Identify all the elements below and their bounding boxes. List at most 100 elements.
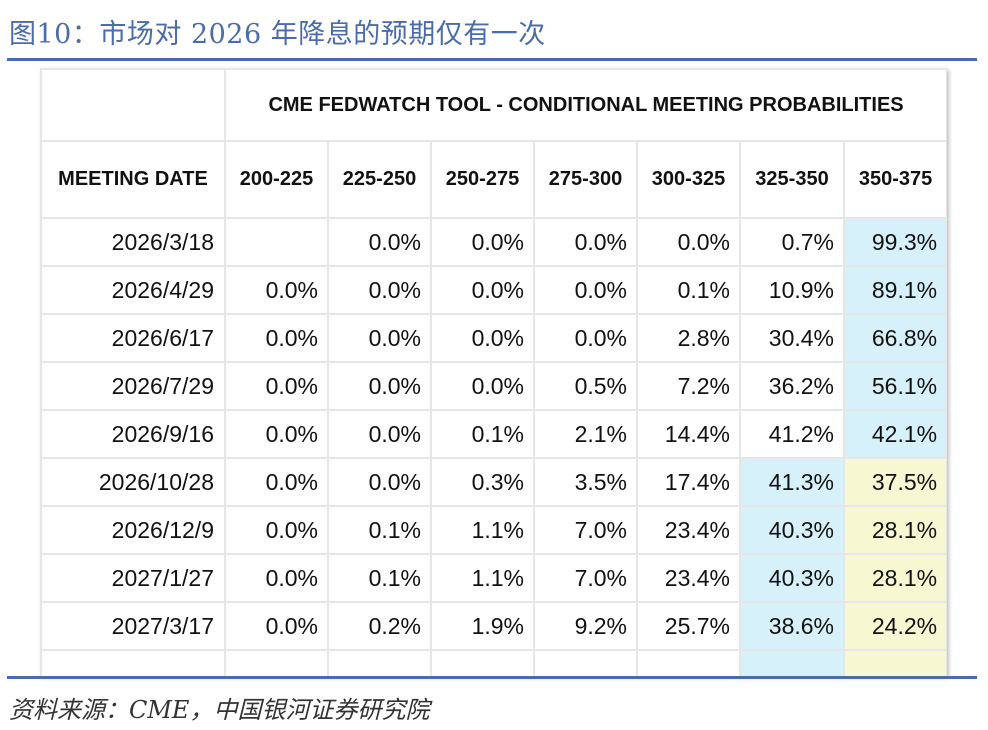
rate-range-header: 325-350	[739, 140, 845, 219]
probability-cell: 0.0%	[430, 361, 535, 411]
rate-range-header: 200-225	[224, 140, 329, 219]
probability-cell: 0.0%	[224, 505, 329, 555]
probability-cell: 0.0%	[327, 457, 432, 507]
meeting-date-cell: 2026/4/29	[40, 265, 226, 315]
probability-cell	[327, 649, 432, 676]
header-row: MEETING DATE 200-225 225-250 250-275 275-30…	[40, 140, 947, 219]
probability-cell: 28.1%	[842, 505, 947, 555]
rate-range-header: 250-275	[430, 140, 535, 219]
rate-range-header: 225-250	[327, 140, 432, 219]
probability-cell	[842, 649, 947, 676]
probability-cell: 0.0%	[224, 457, 329, 507]
fedwatch-probability-table: CME FEDWATCH TOOL - CONDITIONAL MEETING …	[40, 68, 947, 676]
probability-cell: 0.0%	[224, 313, 329, 363]
probability-cell: 0.0%	[533, 265, 638, 315]
fedwatch-table-container: CME FEDWATCH TOOL - CONDITIONAL MEETING …	[40, 68, 947, 676]
probability-cell: 28.1%	[842, 553, 947, 603]
table-row	[40, 649, 947, 676]
corner-cell	[40, 68, 226, 142]
probability-cell: 2.8%	[636, 313, 741, 363]
meeting-date-cell: 2026/12/9	[40, 505, 226, 555]
meeting-date-cell: 2026/10/28	[40, 457, 226, 507]
probability-cell: 41.2%	[739, 409, 845, 459]
probability-cell: 30.4%	[739, 313, 845, 363]
bottom-rule	[7, 676, 977, 679]
probability-cell: 1.1%	[430, 553, 535, 603]
probability-cell: 38.6%	[739, 601, 845, 651]
top-rule	[7, 58, 977, 61]
probability-cell: 0.0%	[327, 361, 432, 411]
rate-range-header: 300-325	[636, 140, 741, 219]
probability-cell: 0.0%	[327, 409, 432, 459]
probability-cell	[430, 649, 535, 676]
probability-cell: 10.9%	[739, 265, 845, 315]
probability-cell: 14.4%	[636, 409, 741, 459]
table-banner: CME FEDWATCH TOOL - CONDITIONAL MEETING …	[223, 68, 947, 142]
probability-cell: 0.0%	[533, 217, 638, 267]
probability-cell	[636, 649, 741, 676]
probability-cell: 3.5%	[533, 457, 638, 507]
meeting-date-cell: 2026/7/29	[40, 361, 226, 411]
probability-cell: 7.0%	[533, 553, 638, 603]
probability-cell: 0.0%	[224, 409, 329, 459]
probability-cell: 9.2%	[533, 601, 638, 651]
probability-cell: 0.0%	[430, 265, 535, 315]
meeting-date-cell	[40, 649, 226, 676]
probability-cell: 40.3%	[739, 553, 845, 603]
probability-cell	[739, 649, 845, 676]
probability-cell: 0.0%	[224, 265, 329, 315]
figure-title: 图10：市场对 2026 年降息的预期仅有一次	[9, 19, 546, 50]
probability-cell: 0.1%	[430, 409, 535, 459]
probability-cell	[224, 217, 329, 267]
probability-cell: 36.2%	[739, 361, 845, 411]
probability-cell: 56.1%	[842, 361, 947, 411]
probability-cell	[533, 649, 638, 676]
probability-cell: 24.2%	[842, 601, 947, 651]
probability-cell: 0.0%	[636, 217, 741, 267]
rate-range-header: 275-300	[533, 140, 638, 219]
table-row: 2026/3/18 0.0% 0.0% 0.0% 0.0% 0.7% 99.3%	[40, 217, 947, 267]
probability-cell: 0.1%	[327, 553, 432, 603]
probability-cell	[224, 649, 329, 676]
banner-row: CME FEDWATCH TOOL - CONDITIONAL MEETING …	[40, 68, 947, 142]
probability-cell: 1.9%	[430, 601, 535, 651]
probability-cell: 0.5%	[533, 361, 638, 411]
probability-cell: 0.7%	[739, 217, 845, 267]
probability-cell: 2.1%	[533, 409, 638, 459]
probability-cell: 89.1%	[842, 265, 947, 315]
table-row: 2026/9/16 0.0% 0.0% 0.1% 2.1% 14.4% 41.2% 42.1%	[40, 409, 947, 459]
probability-cell: 7.2%	[636, 361, 741, 411]
meeting-date-cell: 2027/3/17	[40, 601, 226, 651]
probability-cell: 7.0%	[533, 505, 638, 555]
meeting-date-header: MEETING DATE	[40, 140, 226, 219]
table-row: 2026/4/29 0.0% 0.0% 0.0% 0.0% 0.1% 10.9% 89.1%	[40, 265, 947, 315]
probability-cell: 1.1%	[430, 505, 535, 555]
probability-cell: 0.0%	[224, 553, 329, 603]
probability-cell: 25.7%	[636, 601, 741, 651]
source-note: 资料来源：CME，中国银河证券研究院	[9, 696, 430, 724]
table-row: 2027/1/27 0.0% 0.1% 1.1% 7.0% 23.4% 40.3% 28.1%	[40, 553, 947, 603]
probability-cell: 40.3%	[739, 505, 845, 555]
probability-cell: 0.0%	[327, 313, 432, 363]
probability-cell: 0.1%	[327, 505, 432, 555]
probability-cell: 23.4%	[636, 553, 741, 603]
probability-cell: 17.4%	[636, 457, 741, 507]
probability-cell: 0.0%	[224, 361, 329, 411]
table-row: 2026/12/9 0.0% 0.1% 1.1% 7.0% 23.4% 40.3% 28.1%	[40, 505, 947, 555]
meeting-date-cell: 2026/9/16	[40, 409, 226, 459]
probability-cell: 42.1%	[842, 409, 947, 459]
probability-cell: 0.0%	[224, 601, 329, 651]
rate-range-header: 350-375	[842, 140, 947, 219]
probability-cell: 37.5%	[842, 457, 947, 507]
table-row: 2027/3/17 0.0% 0.2% 1.9% 9.2% 25.7% 38.6% 24.2%	[40, 601, 947, 651]
probability-cell: 0.0%	[327, 217, 432, 267]
probability-cell: 41.3%	[739, 457, 845, 507]
probability-cell: 0.0%	[430, 313, 535, 363]
probability-cell: 0.0%	[430, 217, 535, 267]
table-row: 2026/10/28 0.0% 0.0% 0.3% 3.5% 17.4% 41.3% 37.5…	[40, 457, 947, 507]
probability-cell: 66.8%	[842, 313, 947, 363]
probability-cell: 0.0%	[533, 313, 638, 363]
probability-cell: 0.1%	[636, 265, 741, 315]
meeting-date-cell: 2026/3/18	[40, 217, 226, 267]
probability-cell: 23.4%	[636, 505, 741, 555]
